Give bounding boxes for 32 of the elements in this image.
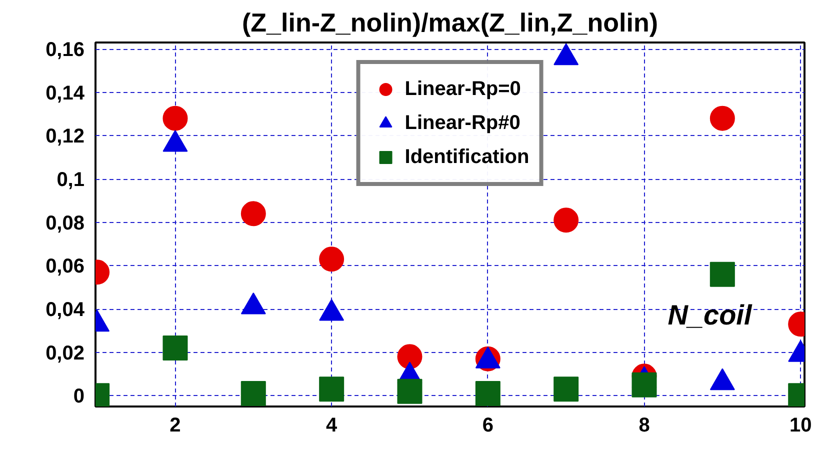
point	[710, 106, 735, 131]
point	[319, 376, 344, 402]
point	[397, 378, 422, 404]
y-tick-label: 0	[73, 386, 84, 408]
point	[240, 381, 266, 406]
y-tick-label: 0,06	[46, 256, 85, 278]
chart-title: (Z_lin-Z_nolin)/max(Z_lin,Z_nolin)	[242, 8, 658, 38]
annotation: N_coil	[668, 300, 753, 331]
y-tick-label: 0,14	[46, 82, 86, 104]
point	[710, 262, 735, 287]
point	[319, 246, 344, 272]
y-tick-label: 0,04	[46, 299, 86, 321]
y-tick-label: 0,02	[46, 342, 85, 364]
y-tick-label: 0,12	[46, 126, 85, 148]
y-tick-label: 0,08	[46, 212, 85, 234]
x-tick-label: 6	[482, 414, 494, 436]
legend-label: Identification	[404, 146, 530, 168]
legend-label: Linear-Rp=0	[404, 78, 521, 100]
point	[475, 381, 500, 406]
legend-label: Linear-Rp#0	[404, 112, 520, 134]
x-tick-label: 10	[789, 414, 812, 436]
point	[554, 376, 579, 402]
x-tick-label: 4	[326, 414, 338, 436]
y-tick-label: 0,1	[56, 169, 85, 191]
y-tick-label: 0,16	[46, 39, 85, 61]
point	[162, 336, 188, 360]
point	[240, 201, 266, 226]
x-tick-label: 2	[170, 414, 181, 436]
x-tick-label: 8	[638, 414, 650, 436]
point	[162, 106, 188, 131]
point	[397, 344, 422, 370]
point	[554, 208, 579, 233]
